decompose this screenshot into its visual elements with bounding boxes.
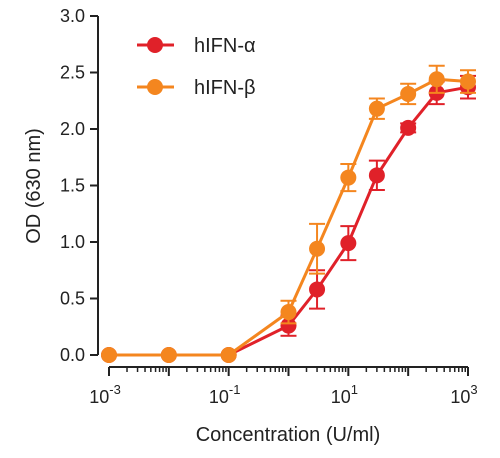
y-ticks: 0.0 0.5 1.0 1.5 2.0 2.5 3.0 (60, 6, 98, 365)
x-tick-base: 10 (450, 387, 470, 407)
data-point (368, 167, 385, 184)
series-layer (101, 64, 476, 363)
data-point (460, 73, 476, 90)
x-axis-title: Concentration (U/ml) (196, 424, 381, 446)
series-line (109, 77, 469, 357)
x-ticks: 10-3 10-1 101 103 (89, 367, 478, 407)
y-tick-label: 2.5 (60, 63, 85, 83)
x-tick-exponent: -1 (229, 382, 241, 397)
legend-item: hIFN-β (137, 77, 256, 99)
y-tick-label: 3.0 (60, 6, 85, 26)
y-tick-label: 1.5 (60, 176, 85, 196)
data-point (400, 119, 417, 136)
data-point (368, 100, 385, 117)
x-tick-label: 10-3 (89, 382, 121, 407)
legend-label: hIFN-α (194, 35, 256, 57)
data-point (280, 304, 297, 321)
x-tick-base: 10 (89, 387, 109, 407)
y-tick-label: 2.0 (60, 119, 85, 139)
data-point (220, 347, 237, 363)
y-tick-label: 0.5 (60, 289, 85, 309)
x-tick-exponent: 1 (351, 382, 358, 397)
data-point (309, 240, 326, 257)
data-point (340, 235, 357, 252)
y-tick-label: 1.0 (60, 232, 85, 252)
x-tick-label: 103 (450, 382, 477, 407)
x-tick-label: 101 (331, 382, 358, 407)
y-tick-label: 0.0 (60, 345, 85, 365)
y-axis-title: OD (630 nm) (23, 128, 45, 244)
data-point (400, 85, 417, 102)
data-point (428, 71, 445, 88)
x-tick-label: 10-1 (209, 382, 241, 407)
x-tick-exponent: -3 (109, 382, 121, 397)
legend-swatch-marker (147, 79, 163, 95)
data-point (160, 347, 177, 363)
x-tick-base: 10 (331, 387, 351, 407)
data-point (101, 347, 117, 363)
series-2 (101, 64, 476, 363)
legend-label: hIFN-β (194, 77, 256, 99)
x-tick-base: 10 (209, 387, 229, 407)
data-point (340, 169, 357, 186)
data-point (280, 317, 297, 334)
legend-swatch-marker (147, 37, 163, 53)
legend: hIFN-α hIFN-β (137, 35, 256, 99)
data-point (309, 281, 326, 298)
x-tick-exponent: 3 (470, 382, 477, 397)
legend-item: hIFN-α (137, 35, 256, 57)
